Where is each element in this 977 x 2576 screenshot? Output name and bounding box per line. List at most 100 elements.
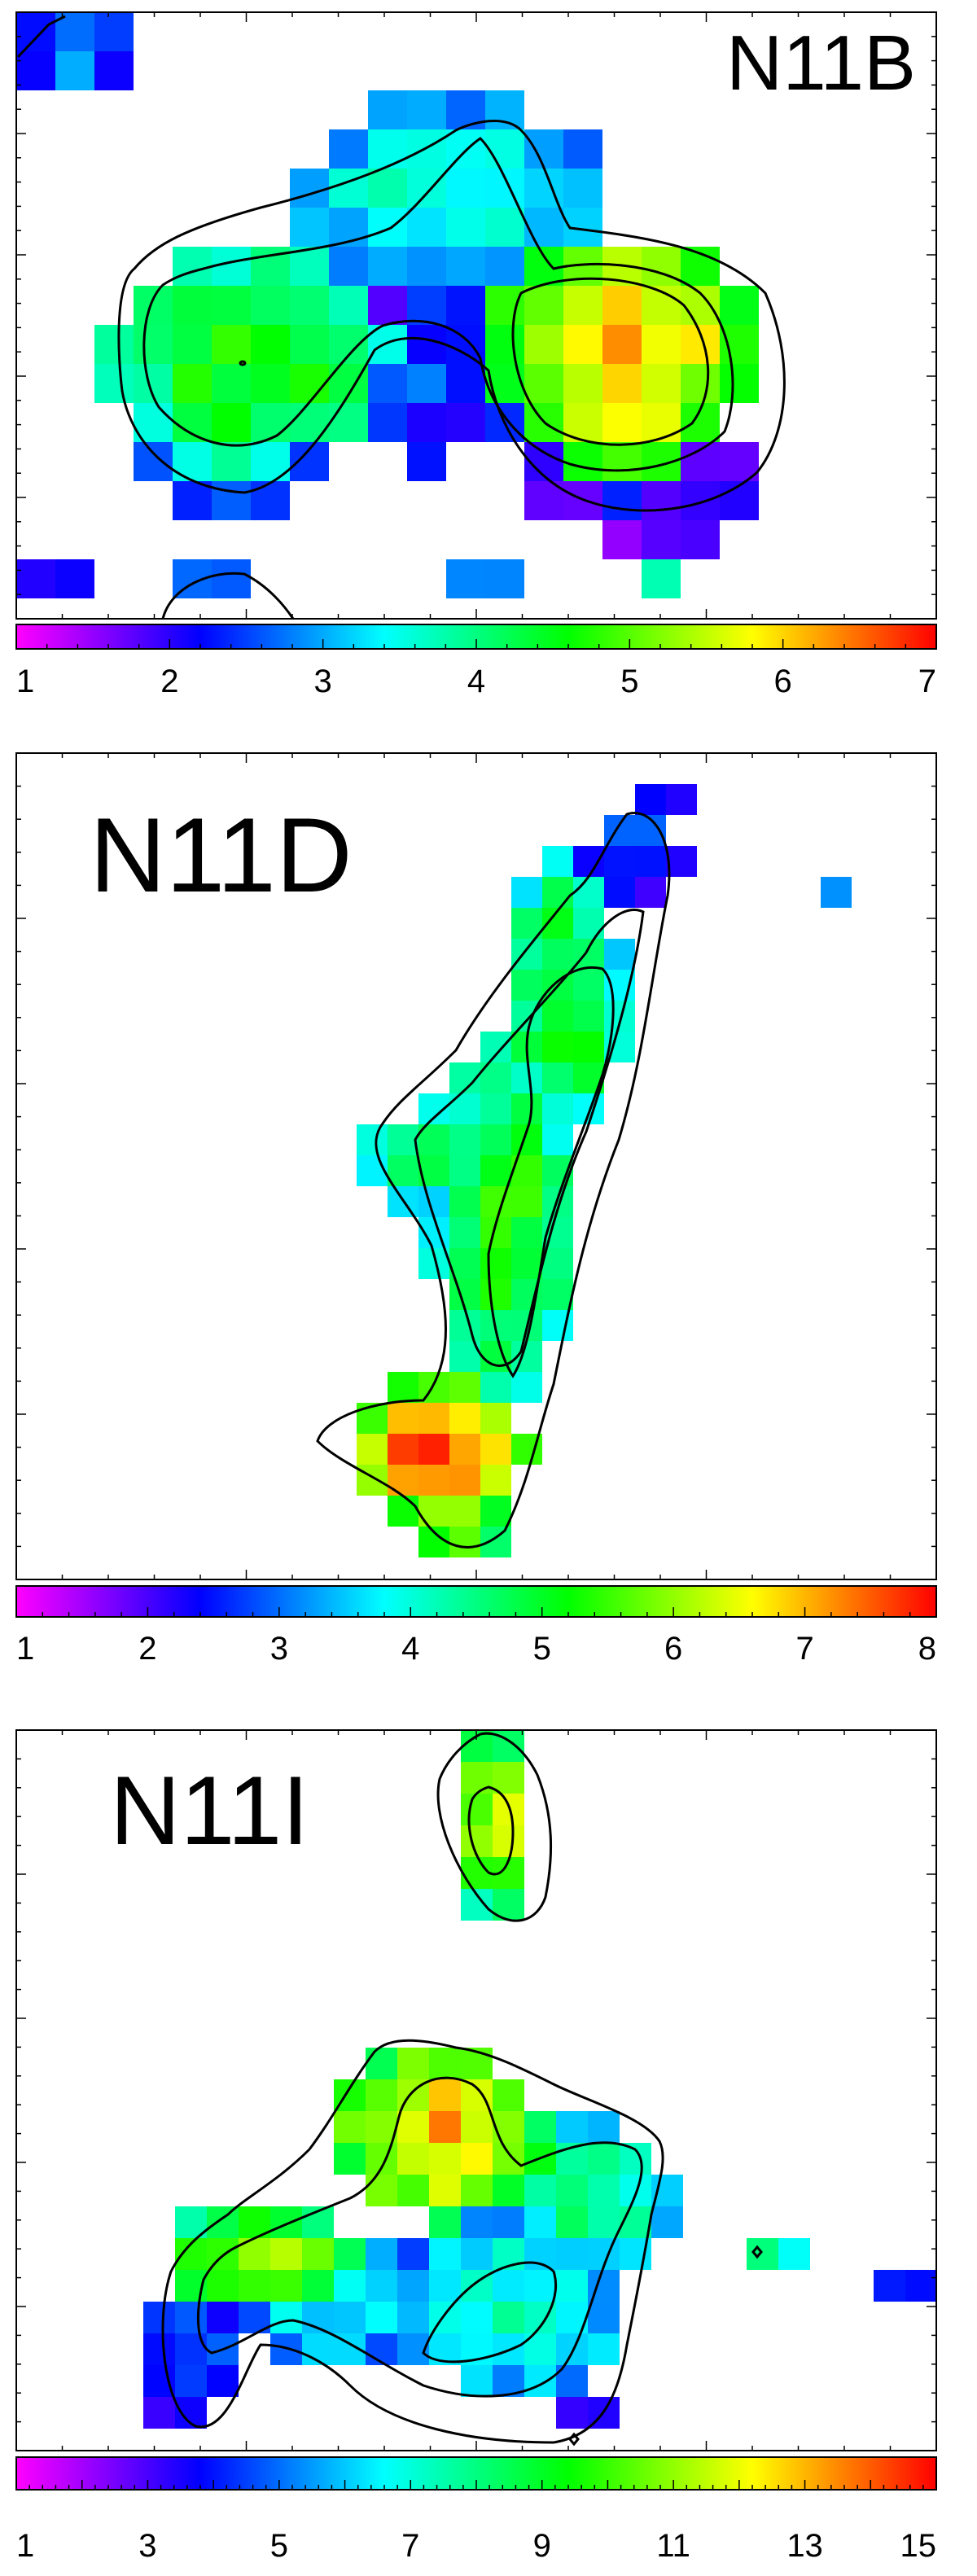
heatmap-cell (524, 286, 563, 325)
heatmap-cell (270, 2302, 302, 2333)
heatmap-cell (418, 1496, 449, 1527)
heatmap-cell (602, 364, 642, 403)
heatmap-cell (542, 1032, 573, 1062)
heatmap-cell (588, 2175, 620, 2206)
colorbar-tick-label: 13 (786, 2528, 823, 2564)
contour-outer (316, 812, 671, 1549)
heatmap-cell (720, 325, 759, 364)
heatmap-cell (446, 169, 485, 208)
heatmap-cell (357, 1155, 388, 1186)
heatmap-cell (720, 364, 759, 403)
heatmap-cell (290, 364, 329, 403)
contour-north-inner (467, 1785, 515, 1876)
colorbar-ticks: 1 2 3 4 5 6 7 (16, 639, 936, 699)
heatmap-cell (480, 1032, 511, 1062)
contour-south-middle (197, 2076, 643, 2398)
heatmap-cell (175, 2333, 207, 2365)
heatmap-cell (329, 208, 368, 247)
heatmap-cell (480, 1155, 511, 1186)
heatmap-cell (212, 442, 251, 481)
heatmap-cell (329, 169, 368, 208)
heatmap-cell (573, 1001, 604, 1032)
heatmap-cell (542, 846, 573, 877)
heatmap-cell (778, 2238, 810, 2270)
heatmap-cell (418, 1372, 449, 1403)
heatmap-cell (524, 247, 563, 286)
contour-north-outer (436, 1732, 553, 1922)
heatmap-cell (357, 1434, 388, 1465)
heatmap-cell (556, 2333, 588, 2365)
heatmap-cell (212, 403, 251, 442)
heatmap-cell (461, 1825, 493, 1857)
heatmap-cell (524, 325, 563, 364)
heatmap-cell (302, 2270, 334, 2302)
heatmap-cell (407, 364, 446, 403)
heatmap-cell (334, 2270, 366, 2302)
heatmap-cell (449, 1186, 480, 1217)
heatmap-cell (493, 2111, 524, 2143)
heatmap-cell (55, 559, 94, 598)
heatmap-cell (542, 1093, 573, 1124)
contour-bottom (161, 572, 295, 620)
heatmap-cell (651, 2206, 683, 2238)
heatmap-cell (485, 169, 524, 208)
heatmap-cell (407, 286, 446, 325)
heatmap-cell (407, 403, 446, 442)
colorbar-tick-label: 6 (774, 664, 792, 699)
heatmap-cell (524, 2175, 556, 2206)
heatmap-cell (449, 1093, 480, 1124)
heatmap-cell (94, 51, 134, 90)
heatmap-cell (446, 208, 485, 247)
heatmap-cell (556, 2111, 588, 2143)
heatmap-cell (542, 1062, 573, 1093)
heatmap-cell (573, 939, 604, 970)
heatmap-cell (175, 2302, 207, 2333)
colorbar-tick-label: 5 (270, 2528, 288, 2564)
heatmap-cell (407, 442, 446, 481)
heatmap-cell (334, 2111, 366, 2143)
heatmap-cell (429, 2048, 461, 2079)
colorbar-tick-label: 3 (314, 664, 332, 699)
heatmap-cell (397, 2048, 429, 2079)
contour-lines (316, 812, 671, 1549)
heatmap-cell (542, 1124, 573, 1155)
colorbar-tick-label: 3 (270, 1631, 288, 1667)
colorbar-ticks: 1 2 3 4 5 6 7 8 (16, 1607, 936, 1667)
heatmap-cell (588, 2111, 620, 2143)
heatmap-cell (407, 208, 446, 247)
heatmap-cell (524, 364, 563, 403)
heatmap-cell (642, 247, 681, 286)
heatmap-cell (461, 1762, 493, 1794)
heatmap-cell (397, 2238, 429, 2270)
heatmap-cell (366, 2111, 397, 2143)
heatmap-cell (905, 2270, 937, 2302)
heatmap-cell (329, 129, 368, 169)
contour-dot-east (751, 2245, 763, 2259)
heatmap-cell (449, 1527, 480, 1557)
heatmap-cell (681, 442, 720, 481)
heatmap-cell (134, 286, 173, 325)
heatmap-cell (207, 2365, 239, 2397)
heatmap-cells (357, 784, 852, 1557)
heatmap-cell (480, 1279, 511, 1310)
heatmap-cell (388, 1124, 418, 1155)
heatmap-cell (207, 2238, 239, 2270)
heatmap-cell (270, 2206, 302, 2238)
heatmap-cell (511, 939, 542, 970)
heatmap-cell (173, 286, 212, 325)
heatmap-cell (175, 2365, 207, 2397)
heatmap-cell (94, 12, 134, 51)
heatmap-cell (563, 442, 602, 481)
heatmap-cell (511, 1372, 542, 1403)
heatmap-cell (666, 846, 697, 877)
colorbar-tick-label: 4 (467, 664, 485, 699)
contour-dot-south (568, 2432, 580, 2447)
heatmap-cell (173, 247, 212, 286)
heatmap-cells (16, 12, 759, 598)
heatmap-cell (511, 970, 542, 1001)
panel-title: N11B (726, 20, 916, 107)
heatmap-cell (642, 364, 681, 403)
heatmap-cell (446, 247, 485, 286)
heatmap-cell (388, 1403, 418, 1434)
heatmap-cell (94, 325, 134, 364)
